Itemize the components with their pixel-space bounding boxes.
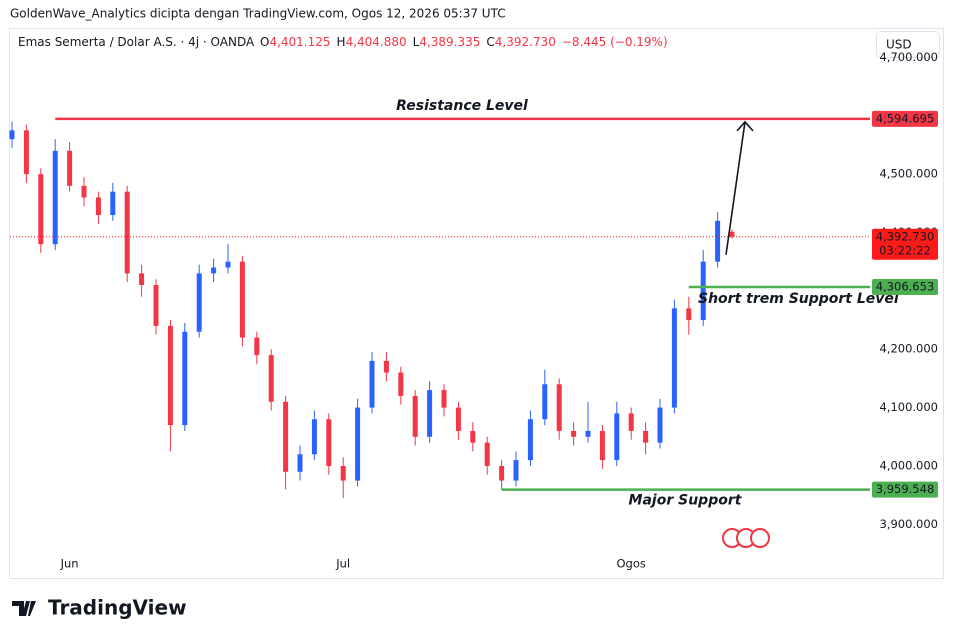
candle-body [700,261,706,321]
level-name: Resistance Level [396,98,528,114]
currency-button[interactable] [876,31,940,58]
ohlc-key: L [413,35,420,49]
countdown: 03:22:22 [879,243,931,257]
price-tag-label: 4,306.653 [876,279,935,293]
candle-body [211,267,217,274]
candle-body [686,308,692,321]
price-tag [872,228,938,260]
candle-body [628,413,634,431]
candle-body [326,419,332,466]
candle-body [484,442,490,466]
y-tick-label: 4,500.000 [879,167,938,181]
candle-body [67,150,73,186]
candle-body [52,150,58,245]
candle-body [167,325,173,426]
candle-body [470,430,476,443]
logo [12,601,36,616]
ohlc-value: 4,389.335 [419,35,480,49]
candle-body [455,407,461,431]
candle-body [614,413,620,461]
candle-body [95,197,101,216]
candle-body [571,430,577,437]
x-tick-label: Ogos [617,557,646,571]
candle-body [239,261,245,338]
candle-body [283,401,289,472]
y-tick-label: 3,900.000 [879,517,938,531]
candle-body [657,407,663,443]
y-tick-label: 4,700.000 [879,50,938,64]
candle-body [729,231,735,237]
candle-body [182,331,188,426]
arrow [725,120,754,255]
change: −8.445 (−0.19%) [562,35,668,49]
ohlc-value: 4,392.730 [495,35,556,49]
candle-body [110,191,116,216]
candle-body [81,185,87,198]
candle-body [355,407,361,481]
credit: GoldenWave_Analytics dicipta dengan Trad… [10,7,506,21]
candle-body [556,384,562,431]
symbol: Emas Semerta / Dolar A.S. · 4j · OANDA [18,35,255,49]
candle-body [383,360,389,373]
price-tag [872,481,938,498]
candle-body [513,460,519,481]
y-tick-label: 4,000.000 [879,458,938,472]
ohlc-value: 4,401.125 [269,35,330,49]
candle-body [398,372,404,396]
candle-body [139,273,145,286]
candle-body [542,384,548,420]
y-tick-label: 4,200.000 [879,342,938,356]
event-icons [722,528,770,548]
ohlc-value: 4,404.880 [346,35,407,49]
x-tick-label: Jul [335,557,350,571]
candle-body [412,395,418,437]
candle-body [124,191,130,274]
candle-body [254,337,260,356]
candle-body [9,130,15,140]
frame [9,28,944,579]
ohlc-key: O [260,35,269,49]
candle-body [599,430,605,461]
brand: TradingView [48,596,187,620]
x-tick-label: Jun [60,557,79,571]
price-tag-label: 4,392.730 [876,229,935,243]
price-tag-label: 3,959.548 [876,482,935,496]
candle-body [268,355,274,402]
candle-body [196,273,202,332]
candle-body [427,390,433,437]
price-tag [872,278,938,295]
candle-body [671,308,677,408]
candle-body [297,454,303,472]
candle-body [23,130,29,175]
price-tag-label: 4,594.695 [876,111,935,125]
ohlc-key: C [486,35,494,49]
candle-body [38,174,44,245]
ohlc-key: H [337,35,346,49]
y-tick-label: 4,100.000 [879,400,938,414]
legend-line: Emas Semerta / Dolar A.S. · 4j · OANDA O4… [18,35,668,49]
candle-body [340,465,346,481]
candle-body [369,360,375,408]
candle-body [225,261,231,268]
currency[interactable]: USD [886,38,912,52]
candle-body [153,285,159,326]
candle-body [311,419,317,455]
level-name: Major Support [629,493,743,509]
candle-body [585,430,591,437]
candle-body [527,419,533,461]
candle-body [499,465,505,481]
candle-body [643,430,649,443]
candle-body [715,220,721,262]
level-name: Short trem Support Level [698,291,899,307]
candle-body [441,390,447,408]
price-tag [872,110,938,127]
